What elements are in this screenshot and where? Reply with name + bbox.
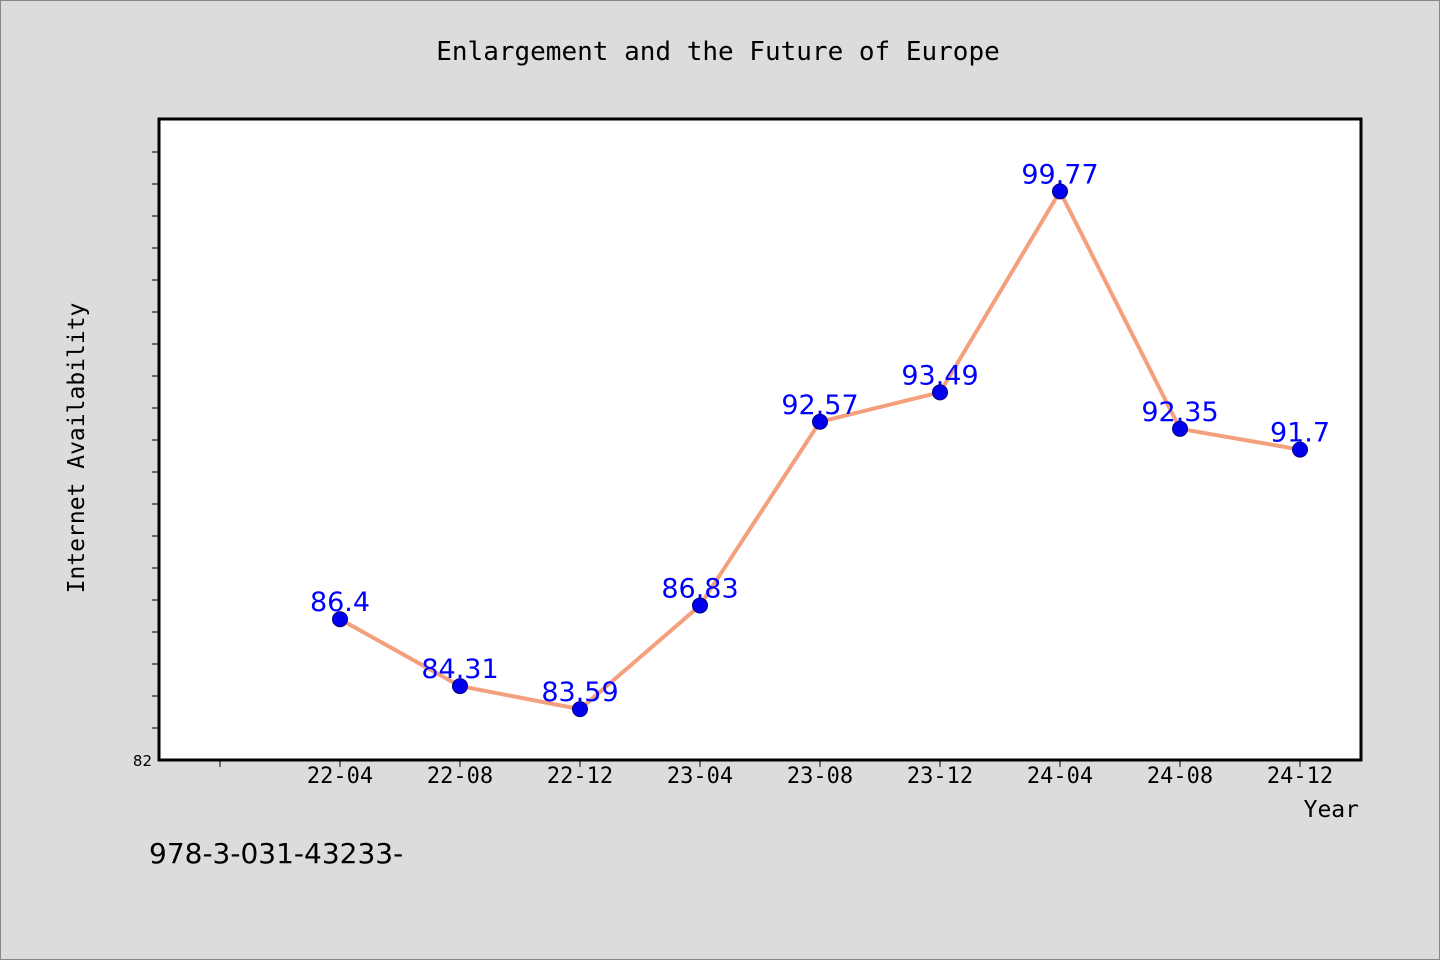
x-tick-label: 24-12 bbox=[1267, 764, 1333, 789]
x-axis-ticks bbox=[219, 760, 1301, 767]
x-tick-label: 23-04 bbox=[667, 764, 733, 789]
x-tick-label: 22-12 bbox=[547, 764, 613, 789]
x-tick-label: 23-12 bbox=[907, 764, 973, 789]
series-points-group bbox=[332, 183, 1308, 718]
x-tick-labels-group: 22-04 22-08 22-12 23-04 23-08 23-12 24-04 24-08… bbox=[307, 764, 1333, 789]
data-point bbox=[932, 384, 948, 401]
x-tick-label: 22-04 bbox=[307, 764, 373, 789]
data-label: 91.7 bbox=[1270, 418, 1330, 449]
x-axis-label: Year bbox=[1304, 797, 1359, 823]
chart-title: Enlargement and the Future of Europe bbox=[436, 37, 1000, 67]
data-point bbox=[572, 701, 588, 718]
data-label: 83.59 bbox=[541, 677, 618, 708]
x-tick-label: 24-04 bbox=[1027, 764, 1093, 789]
data-point bbox=[692, 597, 708, 614]
data-point bbox=[812, 413, 828, 430]
data-label: 86.4 bbox=[310, 587, 370, 618]
data-label: 92.57 bbox=[781, 390, 858, 421]
data-label: 86.83 bbox=[661, 573, 738, 604]
y-tick-label: 82 bbox=[133, 752, 152, 770]
data-label: 92.35 bbox=[1141, 397, 1218, 428]
data-point bbox=[1292, 441, 1308, 458]
y-axis-label: Internet Availability bbox=[64, 303, 90, 594]
x-tick-label: 22-08 bbox=[427, 764, 493, 789]
data-point bbox=[1172, 420, 1188, 437]
data-point bbox=[332, 611, 348, 628]
data-label: 84.31 bbox=[421, 654, 498, 685]
data-label: 93.49 bbox=[901, 360, 978, 391]
data-point bbox=[1052, 183, 1068, 200]
x-tick-label: 24-08 bbox=[1147, 764, 1213, 789]
data-point bbox=[452, 678, 468, 695]
y-axis-minor-ticks bbox=[152, 151, 160, 729]
footer-caption: 978-3-031-43233- bbox=[149, 837, 403, 870]
plot-area bbox=[157, 117, 1363, 762]
data-labels-group: 86.4 84.31 83.59 86.83 92.57 93.49 99.77 92.35 9… bbox=[310, 159, 1330, 708]
x-tick-label: 23-08 bbox=[787, 764, 853, 789]
data-label: 99.77 bbox=[1021, 159, 1098, 190]
